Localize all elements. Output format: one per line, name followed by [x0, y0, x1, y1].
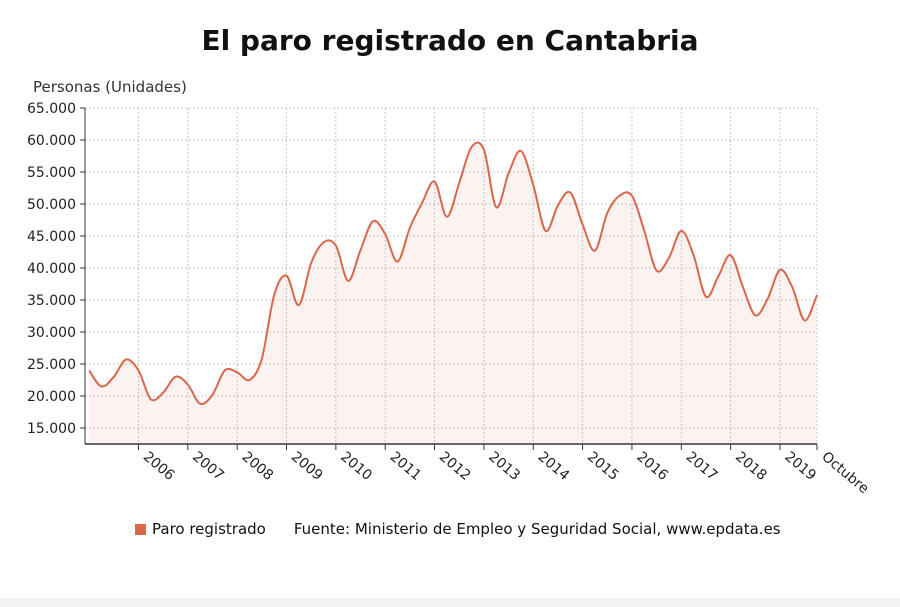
x-tick-label: 2015: [584, 449, 622, 484]
legend-swatch: [135, 523, 146, 535]
x-tick-label: 2017: [683, 449, 721, 484]
y-tick-label: 45.000: [27, 229, 76, 245]
x-tick-label: 2010: [337, 449, 375, 484]
x-tick-label: 2007: [189, 449, 227, 484]
legend: Paro registrado Fuente: Ministerio de Em…: [135, 520, 781, 538]
chart-title: El paro registrado en Cantabria: [201, 24, 699, 57]
x-tick-label: 2012: [436, 449, 474, 484]
x-tick-label: 2018: [732, 449, 770, 484]
y-tick-label: 60.000: [27, 133, 76, 149]
y-tick-label: 40.000: [27, 261, 76, 277]
y-axis-label: Personas (Unidades): [33, 78, 187, 96]
y-tick-label: 30.000: [27, 325, 76, 341]
x-tick-label: 2009: [288, 449, 326, 484]
x-tick-label: 2008: [239, 449, 277, 484]
bottom-bar: [0, 598, 900, 607]
y-tick-label: 35.000: [27, 293, 76, 309]
legend-series-label[interactable]: Paro registrado: [152, 520, 266, 538]
x-tick-label: 2006: [140, 449, 178, 484]
y-tick-label: 65.000: [27, 101, 76, 117]
y-tick-label: 25.000: [27, 357, 76, 373]
y-tick-label: 15.000: [27, 421, 76, 437]
x-tick-label: 2011: [387, 449, 425, 484]
y-tick-label: 20.000: [27, 389, 76, 405]
x-tick-label: 2019: [781, 449, 819, 484]
source-note: Fuente: Ministerio de Empleo y Seguridad…: [293, 520, 781, 538]
y-tick-label: 50.000: [27, 197, 76, 213]
series-line: [88, 141, 818, 406]
x-tick-label: 2016: [633, 449, 671, 484]
x-tick-label: Octubre: [818, 449, 871, 497]
y-tick-label: 55.000: [27, 165, 76, 181]
x-tick-label: 2014: [535, 449, 573, 484]
series-area: [89, 142, 818, 444]
x-tick-label: 2013: [485, 449, 523, 484]
